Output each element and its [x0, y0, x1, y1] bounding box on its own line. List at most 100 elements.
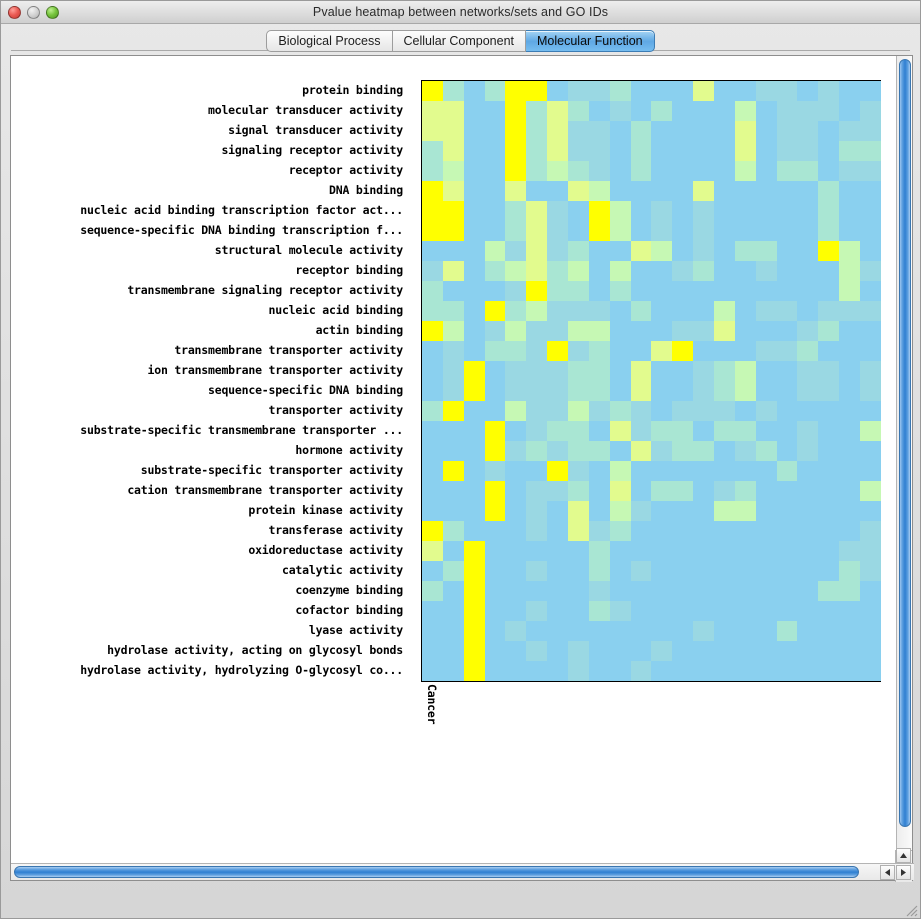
heatmap-cell[interactable]	[776, 181, 798, 201]
heatmap-cell[interactable]	[547, 641, 569, 661]
heatmap-cell[interactable]	[442, 501, 464, 521]
heatmap-cell[interactable]	[693, 581, 715, 601]
heatmap-cell[interactable]	[588, 441, 610, 461]
heatmap-cell[interactable]	[693, 181, 715, 201]
heatmap-cell[interactable]	[630, 381, 652, 401]
heatmap-cell[interactable]	[651, 461, 673, 481]
heatmap-cell[interactable]	[818, 461, 840, 481]
heatmap-cell[interactable]	[755, 561, 777, 581]
heatmap-cell[interactable]	[776, 501, 798, 521]
heatmap-cell[interactable]	[568, 321, 589, 341]
heatmap-cell[interactable]	[860, 401, 881, 421]
heatmap-cell[interactable]	[693, 341, 715, 361]
heatmap-cell[interactable]	[442, 521, 464, 541]
heatmap-cell[interactable]	[505, 401, 527, 421]
heatmap-cell[interactable]	[714, 201, 735, 221]
heatmap-cell[interactable]	[776, 361, 798, 381]
heatmap-cell[interactable]	[484, 581, 506, 601]
heatmap-cell[interactable]	[463, 461, 485, 481]
heatmap-cell[interactable]	[484, 361, 506, 381]
heatmap-cell[interactable]	[442, 181, 464, 201]
heatmap-cell[interactable]	[693, 141, 715, 161]
heatmap-cell[interactable]	[776, 301, 798, 321]
heatmap-cell[interactable]	[526, 381, 548, 401]
heatmap-cell[interactable]	[422, 81, 443, 101]
heatmap-cell[interactable]	[714, 261, 735, 281]
heatmap-cell[interactable]	[839, 221, 861, 241]
heatmap-cell[interactable]	[547, 181, 569, 201]
heatmap-cell[interactable]	[672, 601, 694, 621]
heatmap-cell[interactable]	[505, 661, 527, 681]
heatmap-cell[interactable]	[651, 181, 673, 201]
heatmap-cell[interactable]	[526, 481, 548, 501]
heatmap-cell[interactable]	[547, 401, 569, 421]
heatmap-cell[interactable]	[568, 441, 589, 461]
heatmap-cell[interactable]	[526, 401, 548, 421]
heatmap-cell[interactable]	[714, 241, 735, 261]
heatmap-cell[interactable]	[860, 321, 881, 341]
heatmap-cell[interactable]	[484, 521, 506, 541]
heatmap-cell[interactable]	[630, 181, 652, 201]
heatmap-cell[interactable]	[547, 481, 569, 501]
heatmap-cell[interactable]	[693, 381, 715, 401]
heatmap-cell[interactable]	[693, 361, 715, 381]
heatmap-cell[interactable]	[755, 301, 777, 321]
heatmap-cell[interactable]	[797, 341, 819, 361]
heatmap-cell[interactable]	[714, 521, 735, 541]
heatmap-cell[interactable]	[797, 141, 819, 161]
heatmap-cell[interactable]	[609, 181, 631, 201]
heatmap-cell[interactable]	[776, 581, 798, 601]
heatmap-cell[interactable]	[484, 161, 506, 181]
heatmap-cell[interactable]	[797, 281, 819, 301]
heatmap-cell[interactable]	[484, 321, 506, 341]
heatmap-cell[interactable]	[776, 161, 798, 181]
heatmap-cell[interactable]	[484, 261, 506, 281]
heatmap-cell[interactable]	[839, 141, 861, 161]
heatmap-cell[interactable]	[860, 601, 881, 621]
heatmap-cell[interactable]	[818, 261, 840, 281]
heatmap-cell[interactable]	[463, 581, 485, 601]
heatmap-cell[interactable]	[734, 421, 756, 441]
heatmap-cell[interactable]	[755, 321, 777, 341]
heatmap-cell[interactable]	[442, 101, 464, 121]
heatmap-cell[interactable]	[651, 381, 673, 401]
heatmap-cell[interactable]	[442, 321, 464, 341]
heatmap-cell[interactable]	[755, 401, 777, 421]
heatmap-cell[interactable]	[505, 121, 527, 141]
heatmap-cell[interactable]	[526, 361, 548, 381]
heatmap-cell[interactable]	[568, 301, 589, 321]
heatmap-cell[interactable]	[442, 201, 464, 221]
heatmap-cell[interactable]	[484, 101, 506, 121]
heatmap-cell[interactable]	[526, 601, 548, 621]
horizontal-scrollbar[interactable]	[11, 863, 914, 880]
heatmap-cell[interactable]	[693, 401, 715, 421]
heatmap-cell[interactable]	[839, 401, 861, 421]
heatmap-cell[interactable]	[547, 161, 569, 181]
heatmap-cell[interactable]	[609, 321, 631, 341]
heatmap-cell[interactable]	[776, 201, 798, 221]
heatmap-cell[interactable]	[422, 321, 443, 341]
heatmap-cell[interactable]	[463, 161, 485, 181]
heatmap-cell[interactable]	[526, 541, 548, 561]
heatmap-cell[interactable]	[588, 421, 610, 441]
heatmap-cell[interactable]	[797, 101, 819, 121]
heatmap-cell[interactable]	[463, 181, 485, 201]
heatmap-cell[interactable]	[651, 601, 673, 621]
heatmap-cell[interactable]	[672, 401, 694, 421]
heatmap-cell[interactable]	[588, 81, 610, 101]
heatmap-cell[interactable]	[547, 221, 569, 241]
heatmap-cell[interactable]	[714, 641, 735, 661]
heatmap-cell[interactable]	[776, 341, 798, 361]
heatmap-cell[interactable]	[818, 181, 840, 201]
heatmap-cell[interactable]	[693, 601, 715, 621]
heatmap-cell[interactable]	[818, 421, 840, 441]
heatmap-cell[interactable]	[526, 281, 548, 301]
heatmap-cell[interactable]	[422, 121, 443, 141]
heatmap-cell[interactable]	[672, 141, 694, 161]
heatmap-cell[interactable]	[734, 601, 756, 621]
heatmap-cell[interactable]	[755, 461, 777, 481]
heatmap-cell[interactable]	[734, 121, 756, 141]
heatmap-cell[interactable]	[734, 621, 756, 641]
heatmap-cell[interactable]	[651, 81, 673, 101]
heatmap-cell[interactable]	[442, 461, 464, 481]
